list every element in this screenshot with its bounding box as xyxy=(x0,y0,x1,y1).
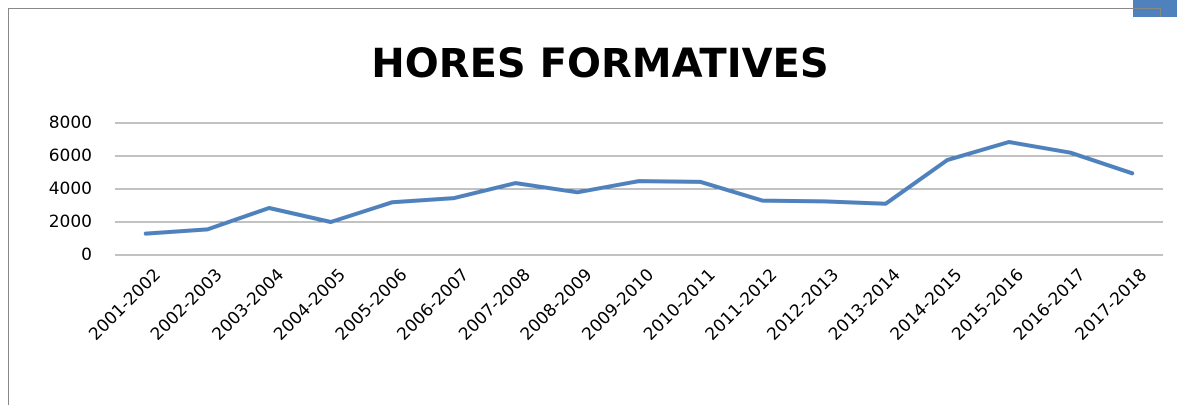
y-tick-label: 8000 xyxy=(49,113,92,133)
chart-title: HORES FORMATIVES xyxy=(371,41,828,87)
data-line xyxy=(143,140,1135,236)
y-tick-label: 2000 xyxy=(49,212,92,232)
y-tick-label: 4000 xyxy=(49,179,92,199)
y-tick-label: 0 xyxy=(81,245,92,265)
chart-frame xyxy=(8,8,1161,405)
y-tick-label: 6000 xyxy=(49,146,92,166)
